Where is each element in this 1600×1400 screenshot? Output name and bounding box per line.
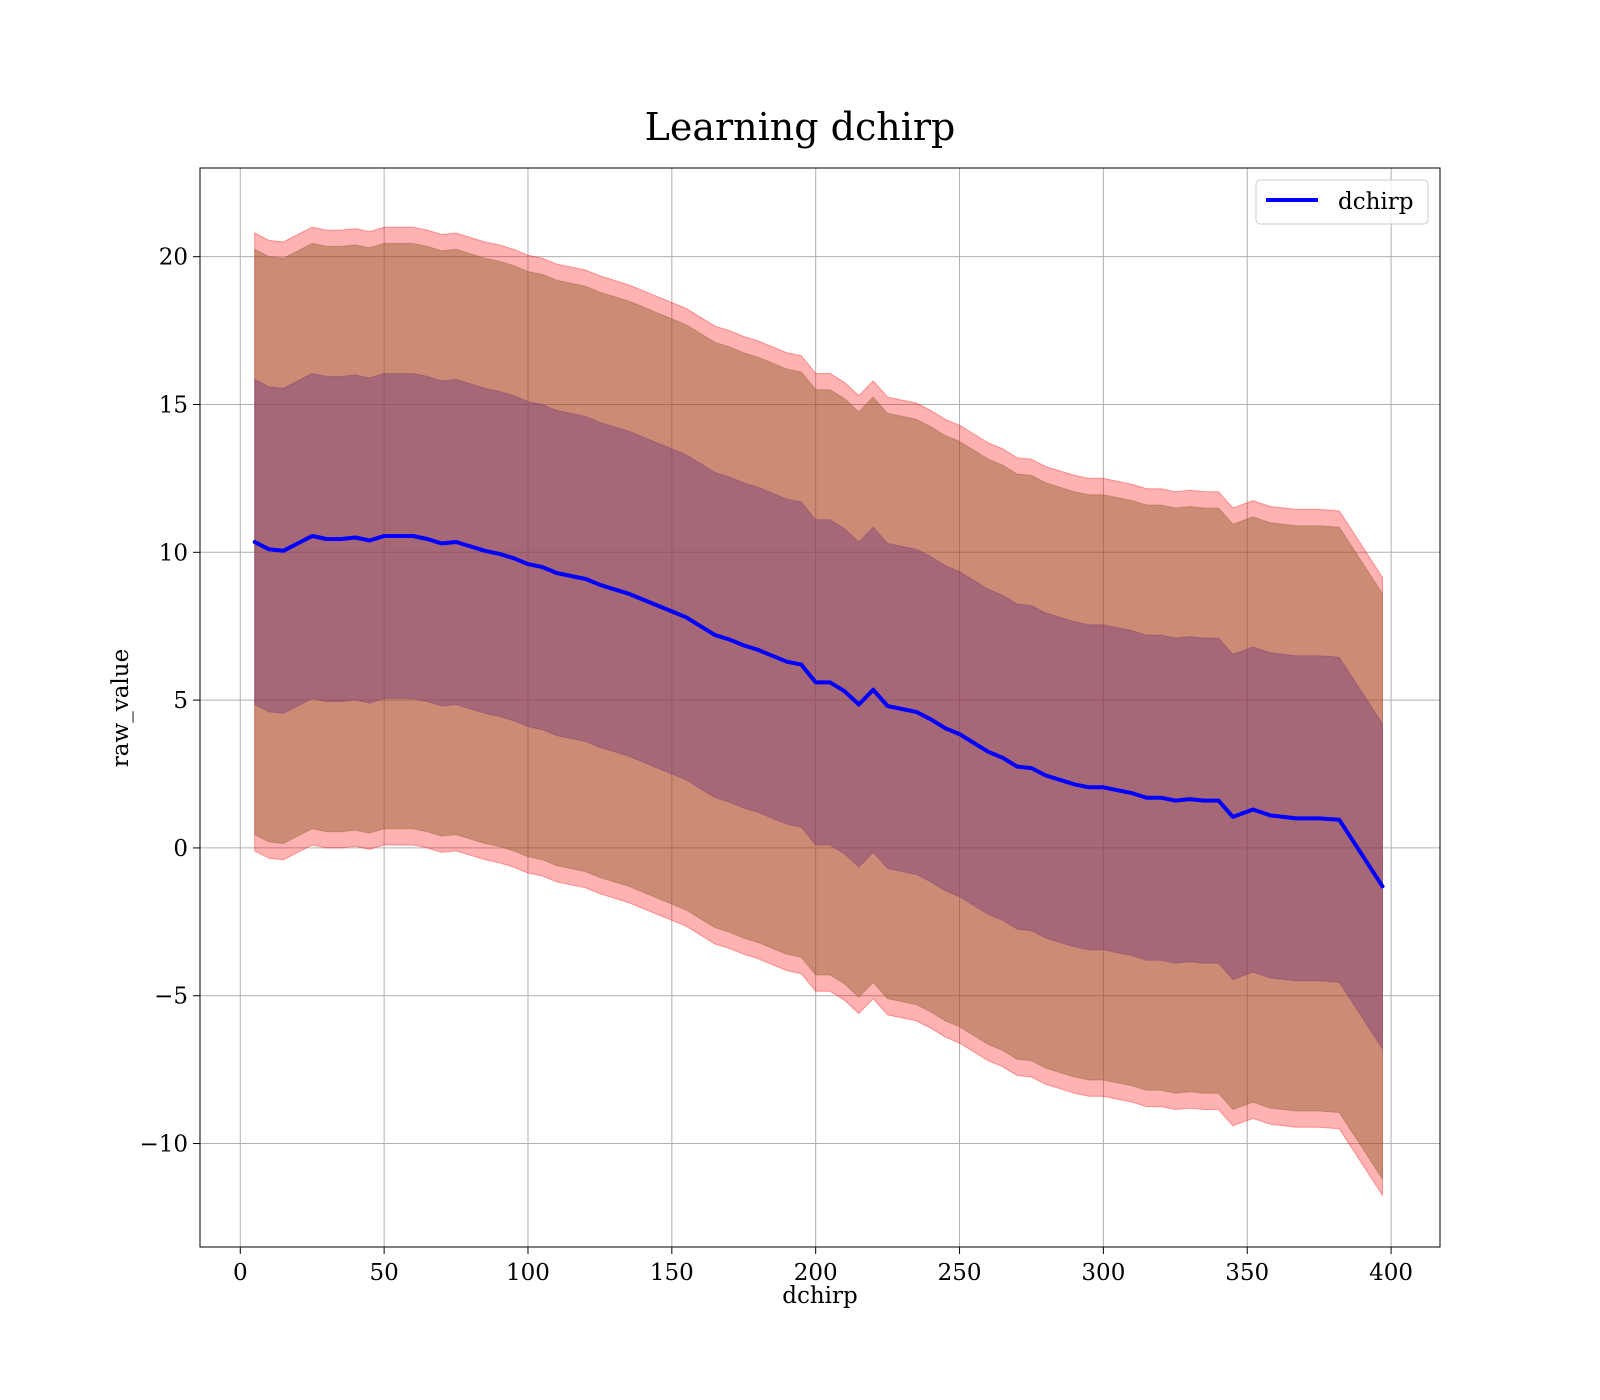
x-tick-label: 0 xyxy=(233,1260,248,1286)
x-tick-label: 50 xyxy=(369,1260,398,1286)
x-tick-label: 350 xyxy=(1225,1260,1269,1286)
plot-frame xyxy=(199,167,1441,1248)
y-tick-label: −5 xyxy=(154,984,188,1010)
series-line-dchirp xyxy=(252,534,1385,889)
y-tick-label: 20 xyxy=(159,245,188,271)
x-tick-label: 250 xyxy=(938,1260,982,1286)
y-tick-label: 15 xyxy=(159,392,188,418)
y-tick-label: 10 xyxy=(159,540,188,566)
y-axis-label: raw_value xyxy=(108,649,134,767)
x-tick-label: 200 xyxy=(794,1260,838,1286)
x-axis-label: dchirp xyxy=(782,1283,858,1309)
x-tick-label: 150 xyxy=(650,1260,694,1286)
x-tick-label: 400 xyxy=(1369,1260,1413,1286)
legend: dchirp xyxy=(1255,179,1429,225)
band-inner xyxy=(254,372,1383,1051)
confidence-bands xyxy=(254,226,1383,1197)
y-tick-label: 5 xyxy=(173,688,188,714)
x-tick-label: 100 xyxy=(506,1260,550,1286)
axis-ticks: 0 50 100 150 200 250 300 350 400 −10 −5 0 5 10 15 20 xyxy=(139,245,1413,1286)
legend-label: dchirp xyxy=(1338,189,1414,215)
band-outer xyxy=(254,226,1383,1197)
series-lines xyxy=(252,534,1385,889)
y-tick-label: −10 xyxy=(139,1132,188,1158)
chart-title: Learning dchirp xyxy=(645,105,956,149)
grid xyxy=(200,168,1440,1247)
y-tick-label: 0 xyxy=(173,836,188,862)
x-tick-label: 300 xyxy=(1081,1260,1125,1286)
band-middle xyxy=(254,242,1383,1181)
legend-box xyxy=(1255,179,1429,225)
